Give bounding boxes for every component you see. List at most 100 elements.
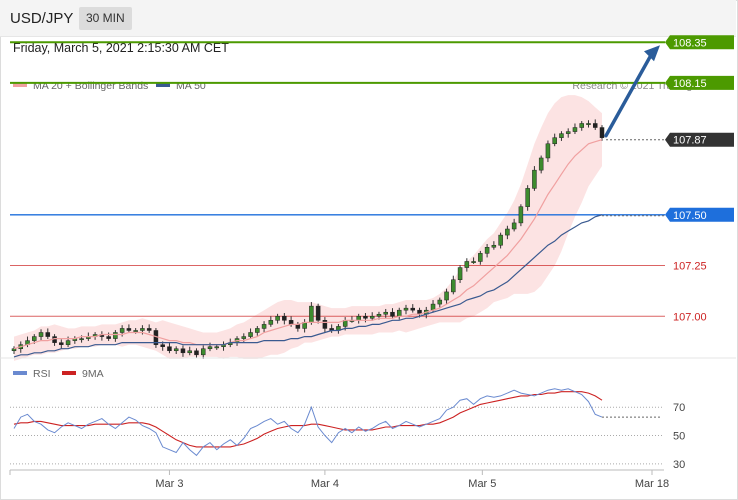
candle-body bbox=[505, 228, 510, 236]
candle bbox=[572, 123, 578, 135]
candle-body bbox=[200, 348, 206, 356]
level-tag-label-3: 107.50 bbox=[673, 210, 707, 222]
candle bbox=[390, 308, 395, 319]
candle bbox=[505, 225, 510, 240]
candle-body bbox=[592, 123, 598, 128]
legend-9ma-swatch bbox=[62, 371, 76, 376]
candle-body bbox=[167, 346, 172, 352]
rsi-panel: 30 50 70 bbox=[10, 388, 685, 471]
candle-body bbox=[187, 350, 192, 354]
candle bbox=[579, 121, 584, 131]
level-tag-label-1: 108.15 bbox=[673, 78, 707, 90]
candle-body bbox=[525, 188, 530, 207]
candle bbox=[113, 330, 118, 342]
candle-body bbox=[451, 279, 456, 293]
level-label-4: 107.25 bbox=[673, 261, 707, 273]
candle bbox=[261, 321, 267, 333]
candle-body bbox=[579, 123, 584, 128]
candle-body bbox=[390, 311, 395, 317]
candle bbox=[383, 308, 388, 319]
candle-body bbox=[207, 346, 213, 349]
candle-body bbox=[194, 350, 199, 356]
level-tag-1 bbox=[665, 75, 734, 90]
candle bbox=[180, 345, 186, 357]
candle-body bbox=[369, 316, 375, 319]
candle bbox=[599, 125, 605, 141]
candle bbox=[444, 288, 449, 305]
candle bbox=[552, 133, 557, 147]
candle-body bbox=[498, 234, 503, 246]
candle bbox=[565, 128, 571, 138]
candle bbox=[532, 166, 537, 191]
candle bbox=[187, 346, 192, 356]
candle bbox=[369, 312, 375, 321]
symbol-title: USD/JPY bbox=[10, 10, 74, 27]
candle-body bbox=[241, 336, 247, 339]
legend-9ma: 9MA bbox=[62, 368, 104, 380]
candle-body bbox=[471, 261, 476, 263]
rsi-tick-label-30: 30 bbox=[673, 459, 685, 471]
candle-body bbox=[180, 348, 186, 354]
candle bbox=[586, 120, 591, 128]
candle-body bbox=[79, 338, 84, 341]
candle-body bbox=[140, 328, 145, 331]
candle bbox=[11, 346, 17, 355]
candle-body bbox=[65, 340, 71, 345]
forecast-arrow-head bbox=[644, 45, 660, 62]
x-tick-label-2: Mar 5 bbox=[468, 478, 496, 490]
candle-body bbox=[255, 328, 260, 333]
candle bbox=[194, 348, 199, 359]
rsi-tick-label-70: 70 bbox=[673, 402, 685, 414]
candle-body bbox=[160, 344, 165, 347]
candle-body bbox=[444, 291, 449, 301]
candle bbox=[437, 297, 443, 308]
candle bbox=[592, 119, 598, 130]
candle bbox=[498, 232, 503, 249]
top-bar: USD/JPY 30 MIN bbox=[0, 0, 736, 37]
candle-body bbox=[59, 342, 64, 345]
candle bbox=[484, 244, 490, 258]
bollinger-band bbox=[14, 95, 602, 361]
candle bbox=[518, 204, 524, 227]
candle-body bbox=[173, 348, 179, 352]
candle bbox=[403, 304, 409, 315]
level-tag-label-2: 107.87 bbox=[673, 135, 707, 147]
candle bbox=[559, 131, 564, 141]
candle-body bbox=[282, 316, 287, 321]
legend-rsi-swatch bbox=[13, 371, 27, 376]
candle-body bbox=[119, 328, 125, 333]
x-tick-label-1: Mar 4 bbox=[311, 478, 339, 490]
candle-body bbox=[32, 336, 37, 341]
candle bbox=[525, 185, 530, 211]
candle-body bbox=[322, 320, 328, 329]
candle-body bbox=[484, 247, 490, 254]
timeframe-badge[interactable]: 30 MIN bbox=[79, 7, 132, 30]
candle bbox=[464, 258, 470, 272]
candle-body bbox=[383, 311, 388, 315]
legend-rsi: RSI bbox=[13, 368, 51, 380]
candle-body bbox=[315, 305, 321, 321]
candle-body bbox=[275, 316, 280, 321]
candle-body bbox=[518, 206, 524, 224]
candle-body bbox=[565, 131, 571, 134]
candle-body bbox=[552, 137, 557, 145]
level-label-5: 107.00 bbox=[673, 311, 707, 323]
candle-body bbox=[376, 313, 382, 317]
candle-body bbox=[363, 316, 368, 319]
candle bbox=[126, 324, 132, 333]
candle bbox=[511, 218, 517, 232]
candle bbox=[410, 304, 416, 313]
candle bbox=[59, 339, 64, 349]
rsi-9ma-line bbox=[13, 391, 603, 448]
candle-body bbox=[146, 328, 152, 331]
candle-body bbox=[133, 330, 138, 332]
candle-body bbox=[410, 307, 416, 311]
legend-ma50-swatch bbox=[156, 83, 170, 88]
ma50-line bbox=[13, 214, 603, 358]
candle-body bbox=[532, 169, 537, 189]
x-tick-label-0: Mar 3 bbox=[155, 478, 183, 490]
candle-body bbox=[538, 157, 544, 171]
candle-body bbox=[268, 320, 274, 325]
candle bbox=[268, 316, 274, 327]
